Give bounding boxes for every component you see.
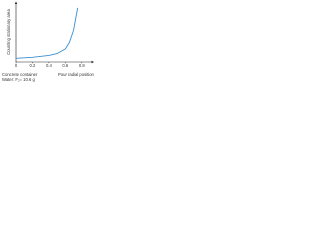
y-axis-label: Counting stationary area: [6, 9, 11, 55]
note: Concrete container: [2, 72, 38, 77]
y-axis-arrow: [14, 1, 18, 4]
chart: Counting stationary area Pour radial pos…: [2, 1, 95, 82]
x-tick-label: 0.4: [46, 63, 52, 68]
x-tick-label: 0.6: [62, 63, 68, 68]
x-axis-arrow: [91, 60, 94, 64]
line: [15, 7, 79, 59]
x-tick-label: 0.8: [79, 63, 85, 68]
x-tick-label: 0.2: [30, 63, 36, 68]
x-axis-label: Pour radial position: [58, 72, 95, 77]
x-tick-label: 0: [15, 63, 18, 68]
note: Water: F₂= 10.6 g: [2, 77, 35, 82]
